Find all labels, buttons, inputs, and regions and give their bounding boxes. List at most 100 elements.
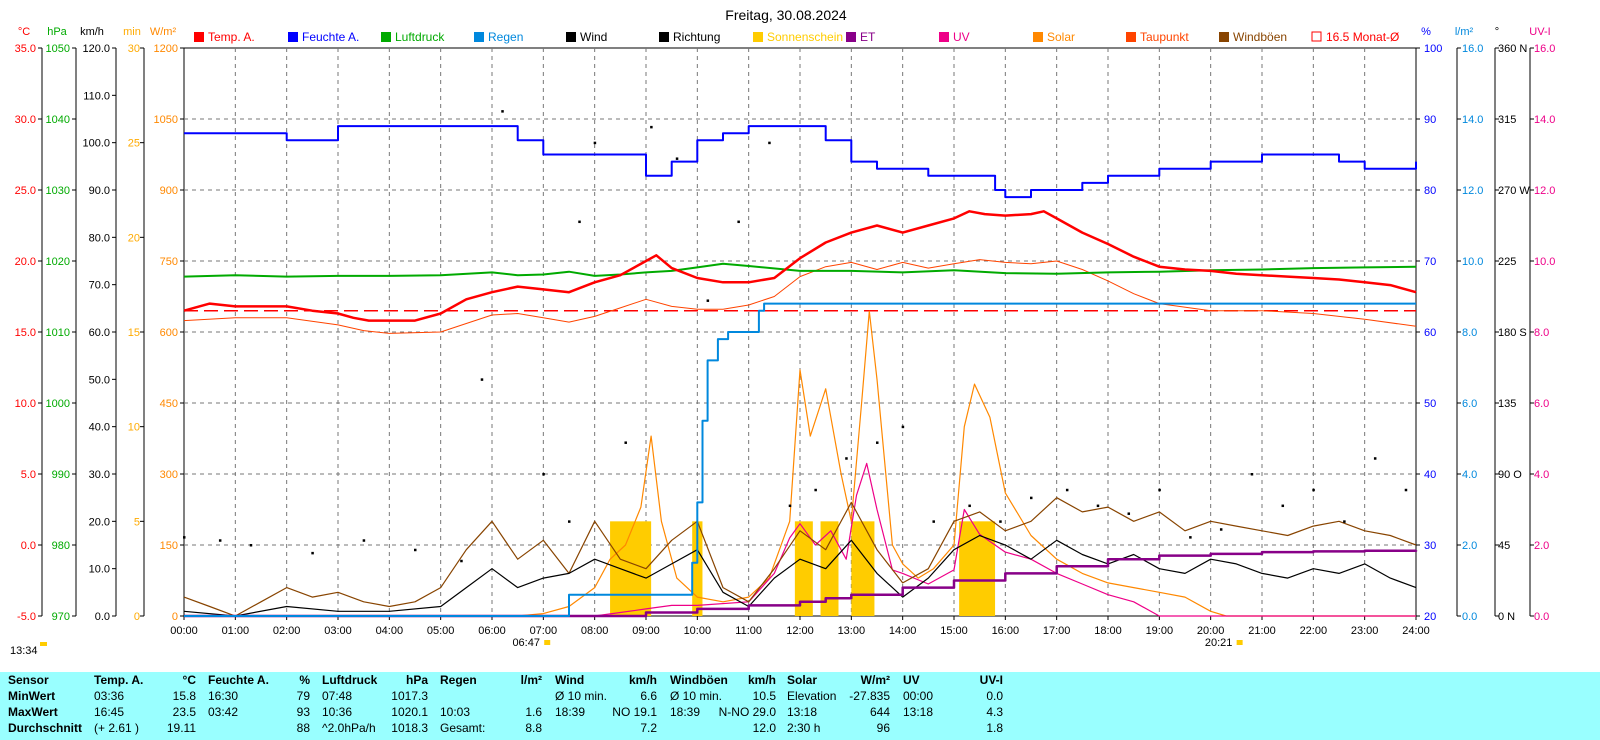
legend-label: Feuchte A.	[302, 30, 359, 44]
x-tick-label: 10:00	[684, 625, 712, 637]
stats-column-left: UV 00:00 13:18	[903, 672, 933, 736]
left-tick-label: 10.0	[89, 564, 110, 576]
sunset-marker	[1236, 640, 1243, 645]
right-tick-label: 16.0	[1462, 43, 1483, 55]
left-tick-label: 50.0	[89, 374, 110, 386]
sunshine-bar	[692, 521, 703, 616]
stats-column-left: Temp. A. 03:36 16:45 (+ 2.61 )	[94, 672, 143, 736]
direction-point	[460, 559, 463, 563]
left-tick-label: 10.0	[15, 398, 36, 410]
left-tick-label: 40.0	[89, 422, 110, 434]
stats-cell-label: 10:03	[440, 705, 471, 719]
direction-point	[1189, 536, 1192, 539]
legend-label: Richtung	[673, 30, 720, 44]
direction-point	[501, 110, 504, 113]
stats-cell-value: 6.6	[640, 689, 657, 703]
direction-point	[249, 544, 253, 547]
x-tick-label: 11:00	[735, 625, 762, 637]
right-tick-label: 45	[1498, 540, 1510, 552]
left-tick-label: 20.0	[15, 256, 36, 268]
x-tick-label: 18:00	[1094, 625, 1122, 637]
statistics-table: Sensor MinWert MaxWert Durchschnitt Temp. A.…	[0, 672, 1600, 740]
legend-label: Sonnenschein	[767, 30, 843, 44]
left-tick-label: 80.0	[89, 232, 110, 244]
sunset-label: 20:21	[1205, 637, 1233, 649]
stats-column-name: Windböen	[670, 673, 728, 687]
stats-cell-value: 0.0	[986, 689, 1003, 703]
legend-label: Regen	[488, 30, 523, 44]
stats-cell-label: 13:18	[787, 705, 818, 719]
x-tick-label: 23:00	[1351, 625, 1379, 637]
left-tick-label: 5	[134, 516, 140, 528]
series-line-wind	[183, 534, 1417, 617]
right-tick-label: 225	[1498, 256, 1516, 268]
right-tick-label: 270 W	[1498, 185, 1530, 197]
series-line-et	[184, 549, 1418, 618]
right-tick-label: 10.0	[1462, 256, 1483, 268]
stats-row-label: MaxWert	[8, 705, 58, 719]
left-tick-label: 100.0	[82, 138, 110, 150]
x-tick-label: 07:00	[530, 625, 558, 637]
stats-column-right: % 79 93 88	[220, 672, 310, 736]
stats-cell-label: 00:00	[903, 689, 934, 703]
left-tick-label: 30	[128, 43, 140, 55]
left-tick-label: 980	[52, 540, 70, 552]
legend-label: Solar	[1047, 30, 1075, 44]
left-tick-label: 1200	[154, 43, 178, 55]
grid	[183, 47, 1417, 617]
direction-point	[845, 457, 848, 460]
left-tick-label: 300	[160, 469, 178, 481]
stats-cell-value: 93	[296, 705, 310, 719]
legend-swatch	[566, 32, 576, 42]
left-tick-label: 90.0	[89, 185, 110, 197]
stats-cell-label: Ø 10 min.	[555, 689, 608, 703]
direction-point	[1343, 520, 1346, 523]
stats-column-right: hPa 1017.3 1020.1 1018.3	[338, 672, 428, 736]
stats-cell-label: 10:36	[322, 705, 353, 719]
left-tick-label: 150	[160, 540, 178, 552]
right-tick-label: 4.0	[1462, 469, 1477, 481]
stats-cell-label: 03:36	[94, 689, 125, 703]
legend-swatch	[1311, 31, 1322, 42]
left-axis-unit: hPa	[47, 26, 67, 38]
direction-point	[1096, 504, 1100, 508]
right-tick-label: 0 N	[1498, 611, 1515, 623]
left-tick-label: -5.0	[17, 611, 36, 623]
stats-cell-value: 19.11	[166, 721, 196, 735]
stats-cell-value: 1020.1	[391, 705, 428, 719]
left-axis-unit: km/h	[80, 26, 104, 38]
bottom-left-time: 13:34	[10, 645, 38, 657]
right-tick-label: 8.0	[1534, 327, 1549, 339]
right-tick-label: 180 S	[1498, 327, 1527, 339]
stats-column-right: km/h 10.5 N-NO 29.0 12.0	[686, 672, 776, 736]
x-tick-label: 21:00	[1248, 625, 1276, 637]
x-tick-label: 20:00	[1197, 625, 1225, 637]
right-tick-label: 16.0	[1534, 43, 1555, 55]
x-tick-label: 01:00	[222, 625, 250, 637]
left-tick-label: 450	[160, 398, 178, 410]
left-tick-label: 25.0	[15, 185, 36, 197]
direction-point	[1404, 488, 1408, 492]
right-tick-label: 14.0	[1534, 114, 1555, 126]
sunrise-marker	[544, 640, 551, 645]
stats-column-name: Temp. A.	[94, 673, 144, 687]
right-tick-label: 4.0	[1534, 469, 1549, 481]
stats-column-right: °C 15.8 23.5 19.11	[106, 672, 196, 736]
left-tick-label: 70.0	[89, 280, 110, 292]
legend-swatch	[753, 32, 763, 42]
sunshine-bar	[794, 521, 813, 616]
direction-point	[650, 125, 653, 129]
x-tick-label: 16:00	[992, 625, 1020, 637]
direction-point	[1281, 504, 1285, 508]
x-tick-label: 12:00	[786, 625, 814, 637]
time-marker	[40, 642, 47, 646]
direction-point	[1312, 488, 1315, 492]
direction-point	[814, 488, 817, 492]
x-tick-label: 02:00	[273, 625, 301, 637]
right-tick-label: 60	[1424, 327, 1436, 339]
right-tick-label: 0.0	[1462, 611, 1477, 623]
right-axis-unit: l/m²	[1455, 26, 1474, 38]
left-tick-label: 25	[128, 138, 140, 150]
right-tick-label: 70	[1424, 256, 1436, 268]
stats-cell-label: 13:18	[903, 705, 934, 719]
